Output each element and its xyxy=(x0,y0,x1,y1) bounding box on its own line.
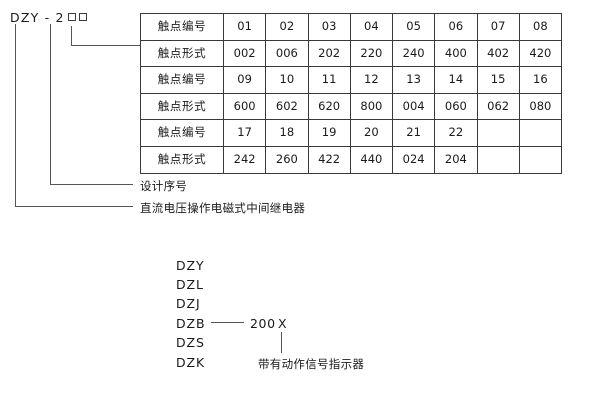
design-serial-label: 设计序号 xyxy=(140,179,188,193)
table-cell: 002 xyxy=(222,39,267,68)
table-cell: 13 xyxy=(391,66,436,94)
table-cell: 21 xyxy=(391,119,436,147)
table-cell: 17 xyxy=(222,119,267,147)
table-row: 触点形式 002 006 202 220 240 400 402 420 xyxy=(140,39,563,68)
table-cell: 600 xyxy=(222,92,267,121)
contact-spec-table: 触点编号 01 02 03 04 05 06 07 08 触点形式 002 00… xyxy=(140,13,563,174)
table-cell: 440 xyxy=(349,145,394,174)
leader-line-2-horizontal xyxy=(50,184,133,185)
series-suffix-note: 带有动作信号指示器 xyxy=(258,357,365,371)
table-cell: 400 xyxy=(434,39,478,68)
table-cell: 420 xyxy=(518,39,563,68)
table-cell: 07 xyxy=(476,13,520,41)
table-cell: 18 xyxy=(265,119,309,147)
table-cell: 602 xyxy=(265,92,309,121)
table-cell: 02 xyxy=(265,13,309,41)
series-item-dzj: DZJ xyxy=(176,296,201,311)
suffix-note-leader-line xyxy=(281,332,282,353)
row-header: 触点形式 xyxy=(140,145,224,174)
table-cell: 04 xyxy=(349,13,394,41)
table-cell: 620 xyxy=(307,92,351,121)
table-cell: 08 xyxy=(518,13,563,41)
table-cell: 024 xyxy=(391,145,436,174)
table-cell: 240 xyxy=(391,39,436,68)
table-cell: 15 xyxy=(476,66,520,94)
series-item-dzs: DZS xyxy=(176,335,205,350)
table-cell: 09 xyxy=(222,66,267,94)
placeholder-box-1 xyxy=(67,13,76,21)
table-cell: 202 xyxy=(307,39,351,68)
leader-line-1-horizontal xyxy=(15,206,133,207)
table-row: 触点编号 17 18 19 20 21 22 xyxy=(140,119,563,147)
table-cell: 06 xyxy=(434,13,478,41)
table-cell: 062 xyxy=(476,92,520,121)
row-header: 触点形式 xyxy=(140,39,224,68)
row-header: 触点形式 xyxy=(140,92,224,121)
series-item-dzk: DZK xyxy=(176,355,206,370)
table-cell: 260 xyxy=(265,145,309,174)
series-item-dzb: DZB xyxy=(176,316,206,331)
table-cell: 19 xyxy=(307,119,351,147)
table-cell: 402 xyxy=(476,39,520,68)
row-header: 触点编号 xyxy=(140,13,224,41)
table-cell: 01 xyxy=(222,13,267,41)
table-cell: 20 xyxy=(349,119,394,147)
series-value-200: 200 xyxy=(250,316,276,331)
table-cell: 006 xyxy=(265,39,309,68)
table-cell xyxy=(518,119,563,147)
row-header: 触点编号 xyxy=(140,119,224,147)
leader-line-3-horizontal xyxy=(71,45,140,46)
table-cell: 05 xyxy=(391,13,436,41)
table-cell: 004 xyxy=(391,92,436,121)
series-item-dzl: DZL xyxy=(176,277,204,292)
table-cell xyxy=(476,119,520,147)
relay-description-label: 直流电压操作电磁式中间继电器 xyxy=(140,201,306,215)
model-code-label: DZY - 2 xyxy=(10,10,87,25)
leader-line-3-vertical xyxy=(71,26,72,45)
table-cell: 800 xyxy=(349,92,394,121)
table-row: 触点编号 01 02 03 04 05 06 07 08 xyxy=(140,13,563,41)
table-cell: 14 xyxy=(434,66,478,94)
table-cell: 242 xyxy=(222,145,267,174)
table-row: 触点形式 242 260 422 440 024 204 xyxy=(140,145,563,174)
contact-spec-table-body: 触点编号 01 02 03 04 05 06 07 08 触点形式 002 00… xyxy=(140,13,563,174)
series-suffix-x: X xyxy=(278,316,287,331)
table-cell: 220 xyxy=(349,39,394,68)
table-cell: 204 xyxy=(434,145,478,174)
placeholder-box-2 xyxy=(78,13,87,21)
table-cell: 422 xyxy=(307,145,351,174)
table-cell: 16 xyxy=(518,66,563,94)
table-cell: 060 xyxy=(434,92,478,121)
series-connector-line xyxy=(211,322,244,323)
row-header: 触点编号 xyxy=(140,66,224,94)
table-cell xyxy=(518,145,563,174)
leader-line-1-vertical xyxy=(15,24,16,206)
table-cell: 080 xyxy=(518,92,563,121)
leader-line-2-vertical xyxy=(50,24,51,184)
table-cell: 22 xyxy=(434,119,478,147)
table-cell xyxy=(476,145,520,174)
series-item-dzy: DZY xyxy=(176,258,205,273)
table-row: 触点编号 09 10 11 12 13 14 15 16 xyxy=(140,66,563,94)
table-cell: 10 xyxy=(265,66,309,94)
table-cell: 11 xyxy=(307,66,351,94)
model-code-prefix: DZY - 2 xyxy=(10,10,65,25)
table-cell: 03 xyxy=(307,13,351,41)
table-row: 触点形式 600 602 620 800 004 060 062 080 xyxy=(140,92,563,121)
table-cell: 12 xyxy=(349,66,394,94)
